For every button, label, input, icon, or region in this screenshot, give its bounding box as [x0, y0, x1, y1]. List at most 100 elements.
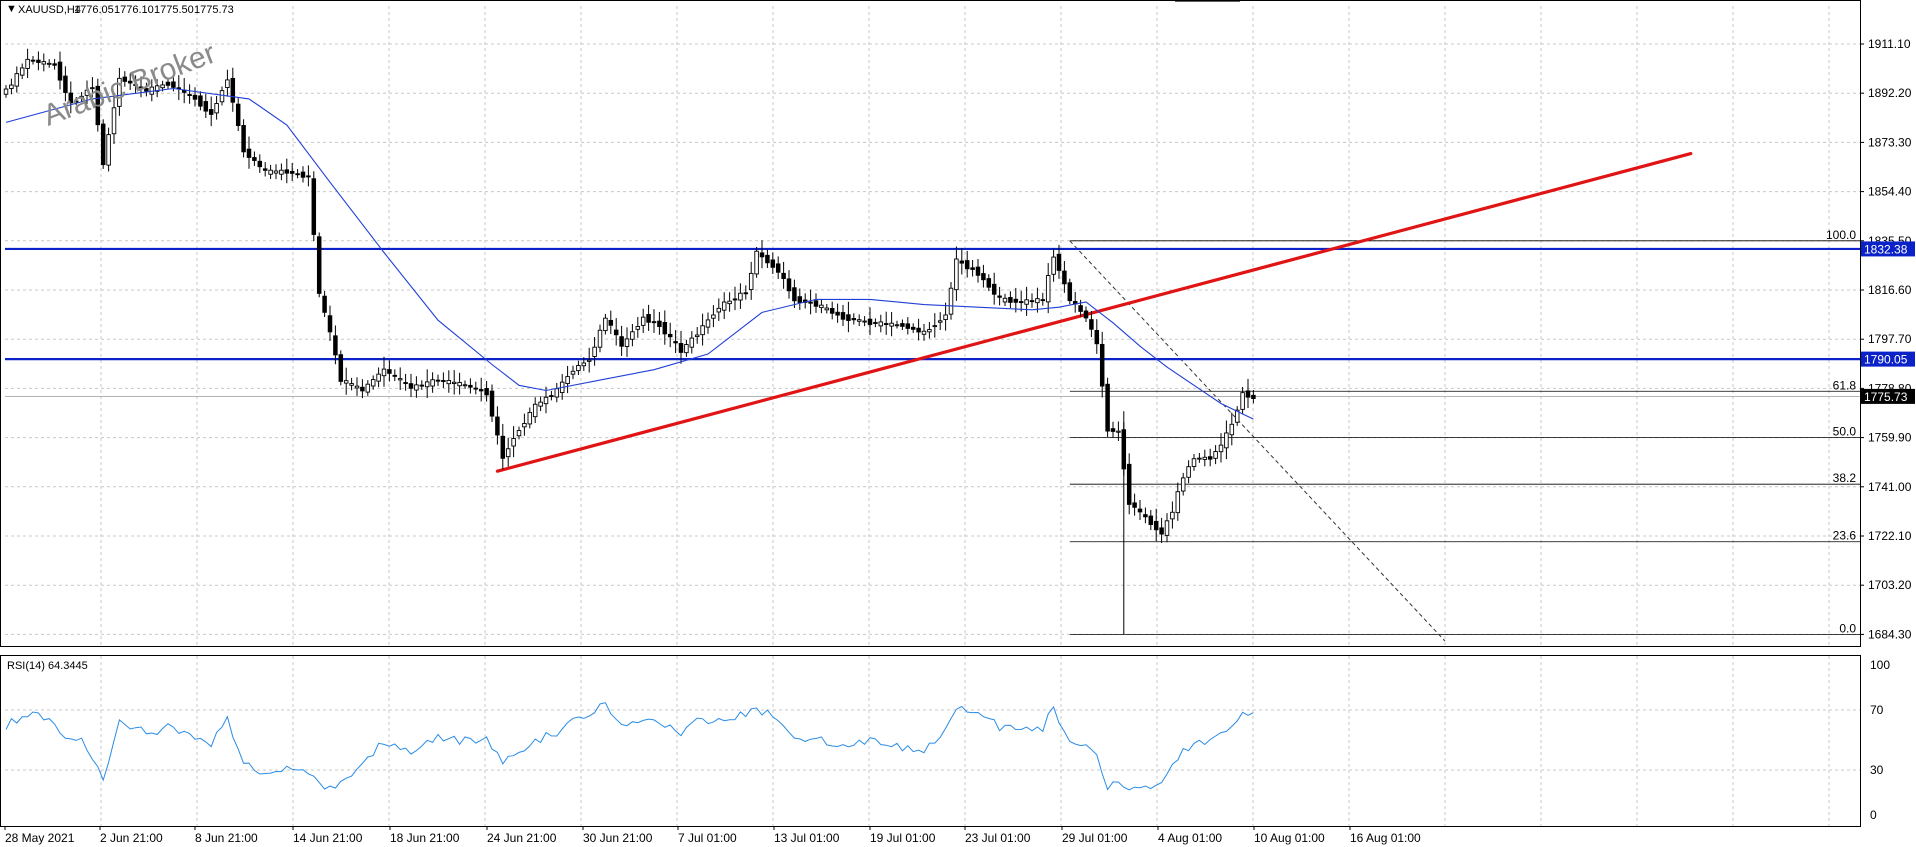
candle-bear: [792, 287, 797, 302]
candle-bull: [214, 103, 219, 114]
candle-bull: [457, 382, 462, 387]
candle-bull: [117, 77, 122, 107]
candle-bear: [441, 380, 446, 382]
candle-bull: [511, 438, 516, 447]
fibonacci-retracement[interactable]: 100.0 61.8 50.0 38.2 23.6 0.0: [1069, 0, 1860, 642]
candle-bear: [1094, 330, 1100, 345]
candle-bear: [608, 319, 614, 326]
candle-bull: [46, 62, 52, 65]
candle-bear: [1067, 282, 1073, 302]
candle-bear: [165, 81, 171, 86]
candle-bear: [1126, 463, 1132, 505]
candle-bear: [311, 178, 317, 235]
candle-bear: [1099, 343, 1105, 387]
candle-bull: [694, 334, 700, 338]
candle-bear: [1078, 305, 1083, 312]
candle-bull: [538, 401, 543, 407]
ohlc-close: 1775.73: [194, 4, 234, 16]
candle-bear: [1013, 298, 1019, 303]
candle-bear: [1040, 299, 1046, 302]
level-price-tag: 1832.38: [1864, 242, 1908, 256]
y-tick-label: 1816.60: [1868, 283, 1912, 297]
candle-bear: [52, 63, 57, 66]
candle-bull: [9, 84, 14, 89]
candle-bull: [927, 329, 932, 333]
candle-bull: [225, 79, 230, 88]
candle-bear: [808, 301, 813, 304]
candle-bear: [208, 109, 214, 115]
candle-bull: [1116, 430, 1121, 433]
candle-bull: [349, 383, 354, 386]
candle-bear: [435, 379, 441, 382]
candle-bear: [991, 283, 997, 295]
candle-bear: [198, 95, 203, 107]
candle-bear: [144, 88, 149, 92]
candle-bull: [1197, 457, 1202, 460]
candle-bull: [522, 423, 527, 428]
candle-bear: [986, 278, 992, 288]
candle-bear: [333, 335, 338, 356]
candle-bull: [1175, 491, 1181, 514]
candle-bear: [63, 75, 68, 93]
symbol-menu-icon[interactable]: ▼: [6, 3, 17, 15]
candles: [3, 48, 1256, 543]
candle-bear: [1110, 428, 1116, 432]
candle-bull: [624, 338, 630, 347]
candle-bull: [365, 383, 371, 393]
candle-bull: [376, 373, 381, 382]
candle-bull: [748, 272, 754, 290]
candle-bull: [630, 331, 635, 340]
candle-bear: [36, 59, 41, 63]
x-tick-label: 29 Jul 01:00: [1062, 831, 1128, 845]
candle-bear: [408, 383, 414, 389]
candle-bear: [235, 103, 241, 126]
candle-bull: [381, 368, 387, 377]
candle-bull: [1218, 444, 1224, 453]
x-tick-label: 24 Jun 21:00: [487, 831, 557, 845]
rsi-tick-label: 100: [1870, 658, 1890, 672]
y-tick-label: 1703.20: [1868, 578, 1912, 592]
candle-bear: [73, 100, 79, 103]
candle-bear: [257, 160, 263, 168]
candle-bear: [1159, 527, 1164, 535]
horizontal-levels[interactable]: [5, 247, 1860, 397]
candle-bear: [1245, 390, 1251, 398]
candle-bear: [1062, 270, 1067, 285]
candle-bull: [1213, 451, 1218, 459]
candle-bear: [338, 354, 344, 382]
y-tick-label: 1873.30: [1868, 135, 1912, 149]
candle-bull: [19, 67, 25, 76]
trendline-group[interactable]: [495, 151, 1693, 473]
candle-bear: [468, 384, 473, 388]
candle-bear: [997, 295, 1002, 298]
candle-bull: [273, 170, 279, 174]
candle-bear: [883, 323, 889, 326]
candle-bull: [279, 169, 284, 175]
candle-bear: [667, 333, 673, 338]
candle-bull: [106, 134, 111, 166]
candle-bear: [262, 168, 268, 171]
candle-bear: [765, 254, 770, 264]
candle-bear: [981, 273, 986, 281]
fib-level-label: 50.0: [1833, 425, 1857, 439]
level-price-tag: 1790.05: [1864, 353, 1908, 367]
candle-bull: [937, 320, 943, 323]
candle-bear: [1008, 297, 1013, 303]
trendline[interactable]: [495, 151, 1693, 473]
rsi-tick-label: 0: [1870, 808, 1877, 822]
candle-bull: [451, 381, 457, 384]
moving-average: [5, 87, 1254, 420]
candle-bear: [403, 382, 408, 384]
x-tick-label: 2 Jun 21:00: [100, 831, 163, 845]
candle-bull: [878, 321, 884, 327]
candle-bull: [738, 292, 743, 301]
candle-bull: [921, 330, 927, 335]
candle-bear: [770, 259, 776, 268]
axes: 1911.101892.201873.301854.401835.501816.…: [4, 37, 1915, 845]
candle-bear: [743, 292, 749, 295]
candle-bear: [786, 278, 792, 292]
candle-bear: [246, 148, 252, 158]
candle-bear: [964, 260, 970, 270]
ohlc-open: 1776.05: [74, 4, 114, 16]
y-tick-label: 1854.40: [1868, 185, 1912, 199]
